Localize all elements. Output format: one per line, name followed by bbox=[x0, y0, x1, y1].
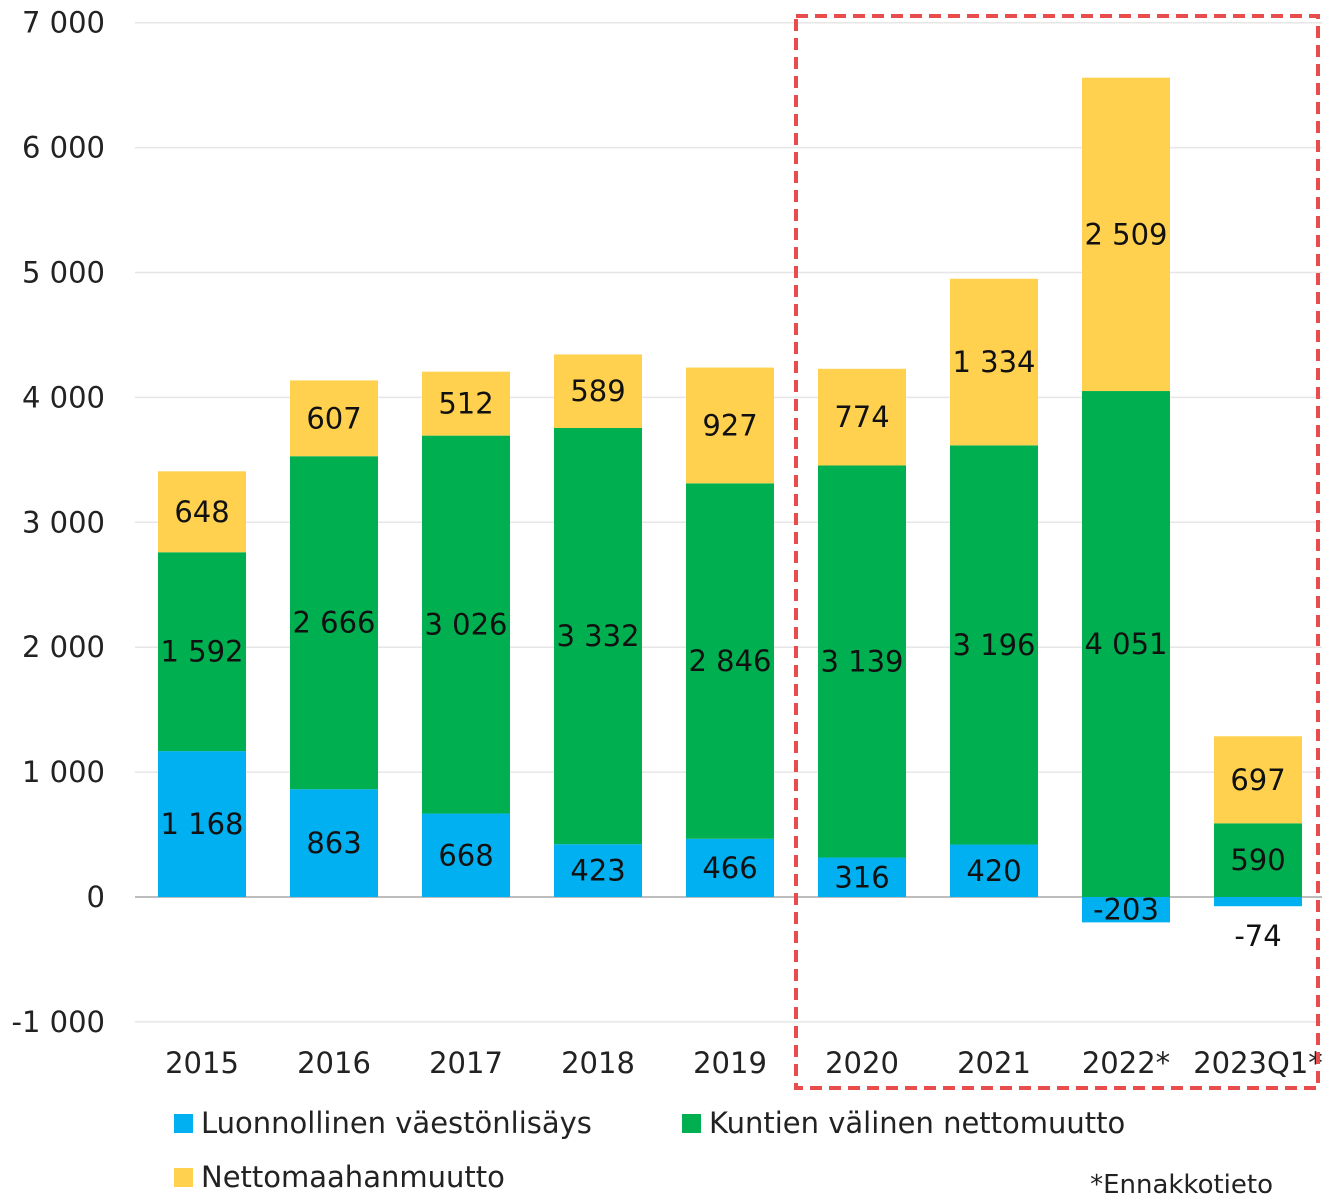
bar-segment bbox=[290, 456, 378, 790]
bar-segment bbox=[158, 471, 246, 553]
legend-swatch bbox=[174, 1113, 193, 1133]
y-tick-label: 7 000 bbox=[22, 6, 105, 40]
data-label: 1 592 bbox=[160, 635, 243, 669]
bar-segment bbox=[158, 552, 246, 752]
data-label: 648 bbox=[174, 495, 229, 529]
bar-segment bbox=[686, 838, 774, 897]
bar-segment bbox=[422, 371, 510, 436]
legend-swatch bbox=[682, 1113, 701, 1133]
bar-segment bbox=[1214, 736, 1302, 824]
x-category-label: 2018 bbox=[561, 1046, 635, 1080]
data-label: 420 bbox=[966, 854, 1021, 888]
legend-label: Kuntien välinen nettomuutto bbox=[709, 1106, 1126, 1140]
bar-segment bbox=[818, 368, 906, 466]
bar-segment bbox=[1214, 823, 1302, 897]
x-category-label: 2019 bbox=[693, 1046, 767, 1080]
data-label: 1 168 bbox=[160, 807, 243, 841]
y-tick-label: 2 000 bbox=[22, 630, 105, 664]
bar-segment bbox=[1082, 77, 1170, 392]
x-category-label: 2023Q1* bbox=[1193, 1046, 1323, 1080]
bar-segment bbox=[818, 857, 906, 897]
legend-label: Luonnollinen väestönlisäys bbox=[201, 1106, 592, 1140]
bar-segment bbox=[686, 367, 774, 484]
y-tick-label: 1 000 bbox=[22, 755, 105, 789]
data-label: -203 bbox=[1093, 893, 1159, 927]
y-tick-label: -1 000 bbox=[12, 1005, 106, 1039]
legend-item-kuntien: Kuntien välinen nettomuutto bbox=[682, 1106, 1125, 1140]
x-category-label: 2017 bbox=[429, 1046, 503, 1080]
footnote: *Ennakkotieto bbox=[1090, 1170, 1273, 1200]
y-tick-label: 6 000 bbox=[22, 131, 105, 165]
data-label: 316 bbox=[834, 860, 889, 894]
data-label: 2 509 bbox=[1084, 217, 1167, 251]
x-category-label: 2022* bbox=[1082, 1046, 1170, 1080]
bar-segment bbox=[554, 354, 642, 429]
y-tick-label: 5 000 bbox=[22, 256, 105, 290]
data-label: 4 051 bbox=[1084, 627, 1167, 661]
data-label: 423 bbox=[570, 854, 625, 888]
bar-segment bbox=[554, 428, 642, 845]
x-category-label: 2021 bbox=[957, 1046, 1031, 1080]
data-label: 512 bbox=[438, 387, 493, 421]
legend-item-luonnollinen: Luonnollinen väestönlisäys bbox=[174, 1106, 592, 1140]
data-label: -74 bbox=[1234, 919, 1281, 953]
data-label: 697 bbox=[1230, 763, 1285, 797]
data-label: 927 bbox=[702, 408, 757, 442]
data-label: 3 026 bbox=[424, 608, 507, 642]
legend-swatch bbox=[174, 1167, 193, 1187]
data-label: 2 666 bbox=[292, 606, 375, 640]
highlight-box bbox=[794, 14, 1320, 1090]
legend-item-nettomaahanmuutto: Nettomaahanmuutto bbox=[174, 1160, 505, 1194]
bar-segment bbox=[818, 465, 906, 858]
bar-segment bbox=[1082, 897, 1170, 923]
data-label: 466 bbox=[702, 851, 757, 885]
data-label: 668 bbox=[438, 838, 493, 872]
bar-segment bbox=[950, 278, 1038, 446]
data-label: 3 139 bbox=[820, 645, 903, 679]
bar-segment bbox=[422, 435, 510, 814]
y-tick-label: 3 000 bbox=[22, 505, 105, 539]
data-label: 2 846 bbox=[688, 644, 771, 678]
bar-segment bbox=[950, 844, 1038, 897]
legend-label: Nettomaahanmuutto bbox=[201, 1160, 505, 1194]
x-category-label: 2016 bbox=[297, 1046, 371, 1080]
data-label: 589 bbox=[570, 374, 625, 408]
bar-segment bbox=[686, 483, 774, 839]
bar-segment bbox=[1082, 391, 1170, 897]
bar-segment bbox=[554, 844, 642, 897]
data-label: 590 bbox=[1230, 843, 1285, 877]
y-tick-label: 0 bbox=[87, 880, 105, 914]
data-label: 1 334 bbox=[952, 345, 1035, 379]
bar-segment bbox=[422, 813, 510, 897]
data-label: 3 196 bbox=[952, 628, 1035, 662]
bar-segment bbox=[950, 445, 1038, 845]
x-category-label: 2015 bbox=[165, 1046, 239, 1080]
data-label: 863 bbox=[306, 826, 361, 860]
bar-segment bbox=[1214, 897, 1302, 907]
bar-segment bbox=[158, 751, 246, 897]
data-label: 3 332 bbox=[556, 619, 639, 653]
bar-segment bbox=[290, 789, 378, 897]
y-tick-label: 4 000 bbox=[22, 380, 105, 414]
data-label: 774 bbox=[834, 400, 889, 434]
data-label: 607 bbox=[306, 401, 361, 435]
stacked-bar-chart: -1 000 0 1 000 2 000 3 000 4 000 5 000 6 000 7 0… bbox=[12, 6, 1323, 1090]
bar-segment bbox=[290, 380, 378, 457]
x-category-label: 2020 bbox=[825, 1046, 899, 1080]
